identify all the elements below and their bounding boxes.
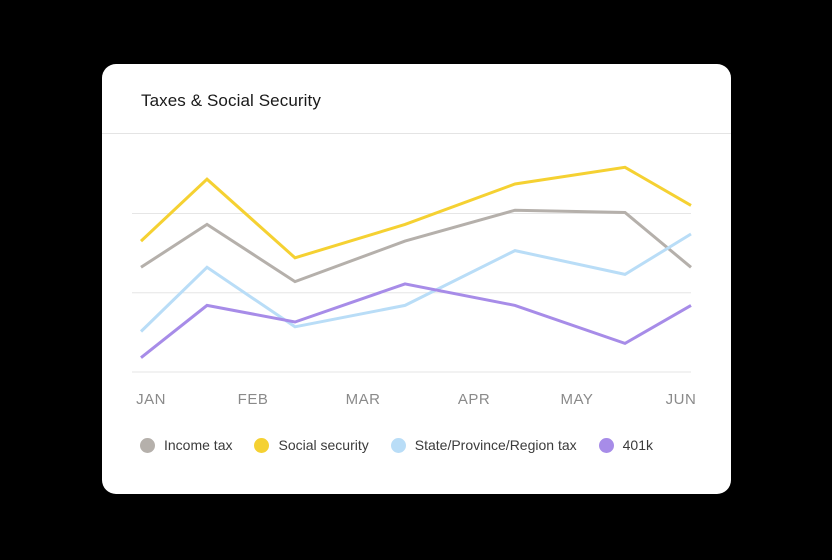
x-tick-label-apr: APR — [458, 391, 490, 408]
legend-item-social-security: Social security — [254, 437, 369, 453]
x-tick-label-feb: FEB — [238, 391, 269, 408]
series-line-social-security — [139, 165, 692, 260]
chart-legend: Income tax Social security State/Province/… — [140, 437, 675, 453]
legend-swatch-state-province-region-tax — [390, 437, 406, 453]
series-line-401k — [140, 282, 692, 359]
legend-label-social-security: Social security — [278, 437, 369, 453]
series-line-income-tax — [140, 208, 692, 284]
legend-swatch-social-security — [254, 437, 270, 453]
x-tick-label-jan: JAN — [136, 391, 166, 408]
legend-swatch-income-tax — [140, 437, 155, 453]
legend-label-state-province-region-tax: State/Province/Region tax — [414, 437, 577, 453]
chart-title: Taxes & Social Security — [141, 91, 321, 110]
legend-label-401k: 401k — [622, 437, 653, 453]
x-tick-label-mar: MAR — [346, 391, 381, 408]
series-line-state-province-region-tax — [139, 232, 692, 333]
card-header: Taxes & Social Security — [102, 64, 731, 134]
legend-item-state-province-region-tax: State/Province/Region tax — [390, 437, 577, 453]
x-tick-label-may: MAY — [561, 391, 594, 408]
line-chart: JAN FEB MAR APR MAY JUN — [132, 165, 697, 408]
x-tick-label-jun: JUN — [666, 391, 697, 408]
legend-item-401k: 401k — [598, 437, 653, 453]
legend-item-income-tax: Income tax — [140, 437, 232, 453]
chart-card: Taxes & Social Security JAN FEB MAR APR MAY J… — [102, 64, 731, 494]
legend-label-income-tax: Income tax — [164, 437, 233, 453]
legend-swatch-401k — [598, 437, 614, 453]
